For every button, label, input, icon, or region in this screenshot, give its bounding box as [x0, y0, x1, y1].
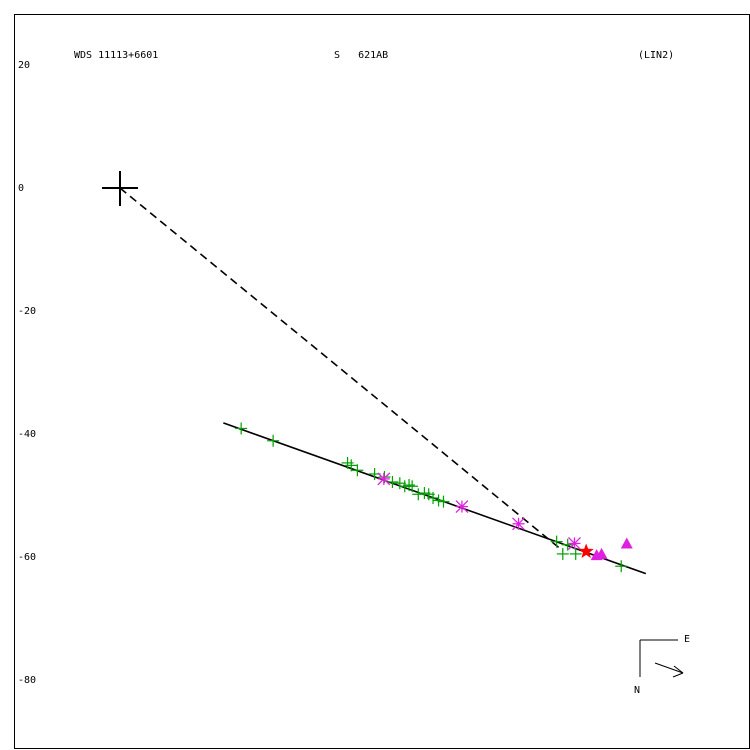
y-tick-label: 20 [18, 60, 30, 71]
observation-plus-marker [351, 464, 364, 477]
y-tick-label: -20 [18, 306, 36, 317]
motion-arrow-icon [654, 662, 684, 678]
observation-plus-marker [406, 480, 419, 493]
observation-plus-marker [550, 535, 563, 548]
observation-triangle-marker [620, 537, 633, 549]
plot-frame [14, 14, 750, 749]
observation-plus-marker [432, 494, 445, 507]
wds-id-label: WDS 11113+6601 [74, 50, 158, 61]
observation-plus-marker [345, 459, 358, 472]
observation-plus-marker [386, 475, 399, 488]
observation-asterisk-marker [568, 537, 581, 550]
observation-points [235, 422, 633, 573]
y-axis-tick-labels: 20 0 -20 -40 -60 -80 [18, 60, 36, 686]
observation-plus-marker [427, 491, 440, 504]
primary-star-marker [102, 171, 138, 206]
observation-plus-marker [235, 422, 248, 435]
observation-plus-marker [569, 547, 582, 560]
y-tick-label: -40 [18, 429, 36, 440]
method-label: (LIN2) [638, 50, 674, 61]
observation-plus-marker [437, 495, 450, 508]
observation-asterisk-marker [455, 500, 469, 514]
compass: E N [634, 634, 690, 696]
compass-north-label: N [634, 685, 640, 696]
predicted-position-star-marker [578, 543, 594, 558]
y-tick-label: 0 [18, 183, 24, 194]
observation-plus-marker [556, 547, 569, 560]
discoverer-label: S 621AB [334, 50, 388, 61]
primary-companion-dashed-line [119, 187, 564, 552]
observation-plus-marker [267, 434, 280, 447]
observation-asterisk-marker [512, 517, 525, 531]
observation-asterisk-marker [377, 472, 391, 486]
observation-plus-marker [393, 477, 406, 490]
compass-east-label: E [684, 634, 690, 645]
observation-plus-marker [403, 479, 416, 492]
observation-plus-marker [561, 538, 574, 551]
observation-plus-marker [615, 560, 628, 573]
y-tick-label: -60 [18, 552, 36, 563]
y-tick-label: -80 [18, 675, 36, 686]
observation-triangle-marker [595, 547, 608, 559]
observation-plus-marker [412, 488, 425, 501]
